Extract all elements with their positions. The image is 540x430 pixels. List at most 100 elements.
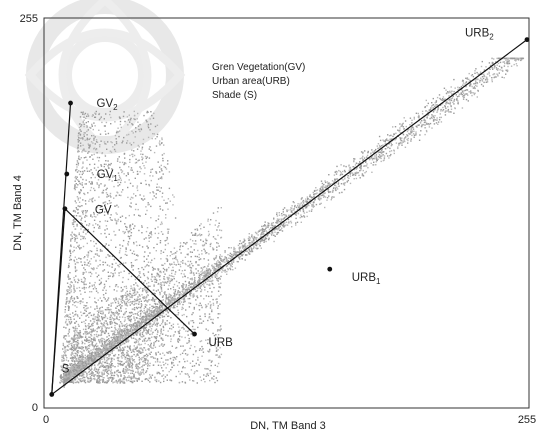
scatter-point	[105, 365, 107, 367]
scatter-point	[94, 318, 96, 320]
scatter-point	[245, 250, 247, 252]
scatter-point	[87, 113, 89, 115]
scatter-point	[125, 285, 127, 288]
scatter-point	[481, 76, 484, 78]
scatter-point	[177, 300, 179, 303]
scatter-point	[472, 87, 475, 89]
scatter-point	[101, 342, 104, 345]
scatter-point	[74, 184, 76, 186]
scatter-point	[182, 286, 184, 289]
scatter-point	[89, 144, 91, 146]
scatter-point	[268, 238, 270, 241]
scatter-point	[110, 345, 112, 348]
scatter-point	[325, 185, 327, 187]
scatter-point	[87, 256, 89, 258]
scatter-point	[87, 360, 90, 362]
scatter-point	[353, 166, 356, 168]
scatter-point	[184, 290, 187, 292]
scatter-point	[83, 192, 85, 195]
scatter-point	[153, 316, 155, 318]
scatter-point	[130, 324, 133, 326]
scatter-point	[186, 289, 189, 291]
scatter-point	[505, 61, 508, 63]
scatter-point	[120, 306, 122, 308]
scatter-point	[462, 84, 464, 86]
scatter-point	[118, 229, 120, 231]
scatter-point	[138, 367, 140, 369]
scatter-point	[242, 241, 244, 243]
scatter-point	[249, 242, 251, 244]
scatter-point	[94, 176, 96, 179]
scatter-point	[170, 302, 172, 304]
scatter-point	[241, 244, 244, 246]
scatter-point	[95, 110, 97, 113]
scatter-point	[204, 276, 206, 279]
scatter-point	[174, 300, 176, 302]
scatter-point	[117, 158, 119, 160]
scatter-point	[503, 65, 506, 67]
scatter-point	[84, 200, 87, 202]
scatter-point	[79, 205, 81, 208]
scatter-point	[405, 125, 407, 128]
scatter-point	[449, 98, 451, 101]
scatter-point	[84, 112, 87, 115]
scatter-point	[177, 297, 179, 299]
scatter-point	[338, 169, 340, 172]
scatter-point	[166, 276, 168, 279]
scatter-point	[68, 369, 70, 371]
scatter-point	[151, 320, 154, 322]
scatter-point	[282, 211, 284, 213]
scatter-point	[229, 267, 231, 269]
scatter-point	[251, 250, 254, 253]
scatter-point	[84, 280, 86, 282]
scatter-point	[146, 120, 149, 123]
scatter-point	[83, 272, 85, 274]
scatter-point	[385, 143, 387, 145]
scatter-point	[216, 261, 218, 263]
scatter-point	[239, 240, 241, 242]
scatter-point	[278, 218, 280, 220]
scatter-point	[257, 247, 259, 250]
scatter-point	[240, 255, 243, 257]
scatter-point	[90, 352, 92, 355]
scatter-point	[167, 242, 169, 245]
scatter-point	[359, 170, 361, 172]
scatter-point	[271, 234, 273, 236]
scatter-point	[446, 110, 448, 112]
scatter-point	[107, 160, 109, 162]
scatter-point	[323, 195, 325, 197]
scatter-point	[63, 363, 65, 366]
scatter-point	[135, 366, 138, 368]
scatter-point	[486, 80, 488, 82]
scatter-point	[280, 229, 282, 231]
scatter-point	[67, 375, 69, 377]
scatter-point	[300, 202, 303, 204]
scatter-point	[468, 91, 470, 93]
scatter-point	[137, 144, 139, 147]
scatter-point	[108, 309, 111, 311]
scatter-point	[75, 163, 78, 166]
scatter-point	[73, 330, 75, 332]
scatter-point	[379, 139, 382, 142]
scatter-point	[426, 116, 428, 119]
scatter-point	[313, 196, 315, 199]
scatter-point	[397, 147, 399, 150]
scatter-point	[352, 166, 354, 168]
scatter-point	[160, 271, 162, 274]
scatter-point	[152, 191, 154, 193]
scatter-point	[270, 227, 272, 229]
scatter-point	[282, 222, 284, 225]
scatter-point	[84, 216, 86, 218]
scatter-point	[343, 169, 346, 172]
scatter-point	[368, 157, 370, 160]
scatter-point	[282, 218, 285, 220]
scatter-point	[114, 272, 116, 274]
scatter-point	[481, 78, 483, 81]
scatter-point	[418, 124, 420, 126]
scatter-point	[355, 172, 357, 175]
scatter-point	[149, 252, 151, 254]
scatter-point	[277, 231, 280, 234]
scatter-point	[253, 243, 255, 246]
scatter-point	[315, 193, 317, 195]
scatter-point	[78, 333, 80, 335]
